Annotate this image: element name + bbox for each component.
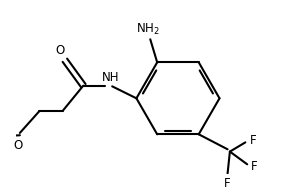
Text: F: F — [249, 134, 256, 146]
Text: NH: NH — [102, 71, 120, 84]
Text: NH$_2$: NH$_2$ — [136, 22, 160, 37]
Text: O: O — [13, 139, 22, 152]
Text: F: F — [224, 177, 231, 190]
Text: O: O — [56, 44, 65, 57]
Text: F: F — [251, 160, 257, 173]
